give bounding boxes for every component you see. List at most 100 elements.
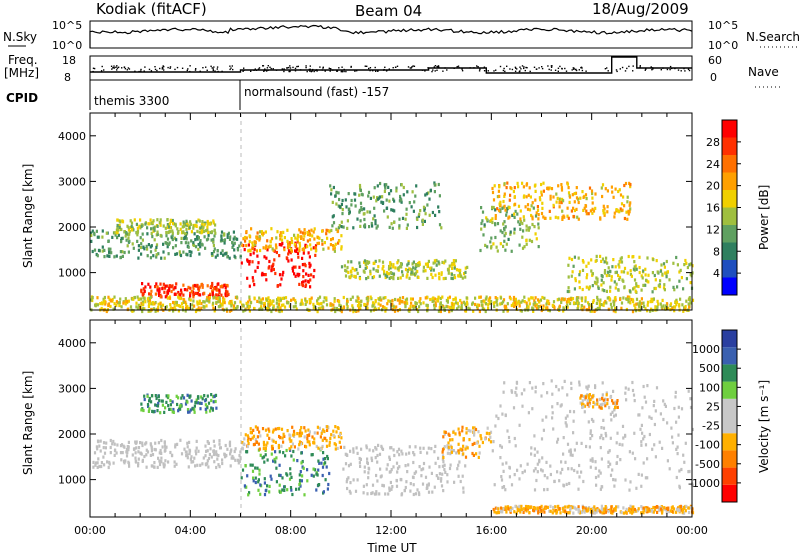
scatter-cell (181, 394, 184, 398)
scatter-cell (478, 444, 481, 448)
scatter-cell (156, 218, 159, 222)
scatter-cell (458, 431, 461, 435)
scatter-cell (214, 399, 217, 404)
nave-dot (529, 70, 531, 73)
colorbar-tick-label: 100 (699, 381, 720, 394)
nave-dot (383, 69, 385, 71)
scatter-cell (567, 286, 570, 290)
scatter-cell (312, 246, 315, 250)
nave-dot (143, 70, 145, 72)
scatter-cell (496, 207, 499, 211)
nave-dot (523, 66, 525, 68)
scatter-cell (177, 292, 180, 296)
scatter-cell (513, 212, 516, 216)
scatter-cell (416, 269, 419, 274)
nave-dot (356, 70, 358, 72)
scatter-cell (573, 301, 576, 305)
scatter-cell (513, 231, 516, 235)
scatter-cell (577, 256, 580, 260)
scatter-cell (591, 300, 595, 304)
scatter-cell (98, 444, 101, 448)
scatter-cell (176, 227, 179, 231)
scatter-cell (398, 224, 401, 228)
scatter-cell (685, 277, 688, 281)
scatter-cell (667, 506, 670, 510)
scatter-cell (405, 297, 409, 301)
scatter-cell (654, 455, 657, 459)
scatter-cell (152, 254, 155, 258)
scatter-cell (456, 467, 459, 471)
scatter-cell (644, 443, 648, 447)
scatter-cell (575, 298, 578, 302)
scatter-cell (552, 203, 555, 207)
scatter-cell (506, 505, 510, 509)
scatter-cell (456, 307, 459, 311)
scatter-cell (522, 215, 525, 219)
scatter-cell (385, 206, 389, 210)
scatter-cell (410, 205, 413, 209)
nave-dot (446, 69, 448, 71)
scatter-cell (545, 302, 548, 306)
scatter-cell (562, 306, 565, 310)
scatter-cell (181, 305, 184, 309)
scatter-cell (299, 434, 303, 438)
scatter-cell (281, 488, 284, 492)
scatter-cell (492, 507, 495, 512)
scatter-cell (371, 491, 374, 495)
scatter-cell (414, 470, 418, 474)
scatter-cell (414, 194, 417, 198)
scatter-cell (539, 298, 543, 302)
scatter-cell (567, 504, 570, 508)
nave-dot (632, 70, 634, 72)
scatter-cell (201, 220, 204, 224)
scatter-cell (352, 447, 355, 451)
scatter-cell (162, 282, 165, 286)
scatter-cell (591, 272, 594, 276)
scatter-cell (667, 306, 670, 310)
scatter-cell (347, 464, 351, 468)
scatter-cell (118, 303, 121, 308)
scatter-cell (396, 470, 399, 474)
scatter-cell (666, 270, 669, 274)
colorbar-segment (722, 467, 737, 485)
nave-dot (210, 65, 212, 67)
scatter-cell (360, 205, 363, 210)
scatter-cell (277, 298, 280, 302)
scatter-cell (346, 299, 349, 303)
scatter-cell (603, 401, 606, 405)
scatter-cell (376, 453, 379, 458)
nave-dot (159, 67, 161, 70)
scatter-cell (198, 401, 201, 405)
scatter-cell (676, 445, 679, 449)
scatter-cell (291, 492, 294, 497)
scatter-cell (542, 307, 545, 311)
scatter-cell (589, 429, 592, 433)
scatter-cell (624, 386, 627, 390)
scatter-cell (682, 287, 685, 291)
scatter-cell (634, 264, 637, 268)
scatter-cell (414, 492, 418, 496)
scatter-cell (589, 209, 592, 213)
scatter-cell (492, 242, 495, 246)
scatter-cell (387, 267, 391, 271)
scatter-cell (302, 275, 305, 279)
y-tick-label: 2000 (58, 428, 86, 441)
scatter-cell (633, 431, 636, 435)
scatter-cell (137, 457, 140, 461)
scatter-cell (429, 266, 432, 270)
scatter-cell (577, 505, 580, 509)
scatter-cell (684, 441, 687, 445)
scatter-cell (318, 426, 321, 430)
nave-dot (559, 65, 561, 68)
scatter-cell (201, 285, 204, 289)
scatter-cell (321, 438, 324, 442)
velocity-x-axis: 00:00 04:00 08:00 12:00 16:00 20:00 00:00 (74, 320, 708, 537)
scatter-cell (179, 304, 182, 309)
scatter-cell (117, 228, 120, 232)
scatter-cell (610, 185, 613, 189)
scatter-cell (384, 186, 387, 190)
nave-dot (217, 70, 219, 73)
scatter-cell (665, 510, 668, 514)
scatter-cell (400, 200, 403, 204)
scatter-cell (616, 405, 619, 409)
